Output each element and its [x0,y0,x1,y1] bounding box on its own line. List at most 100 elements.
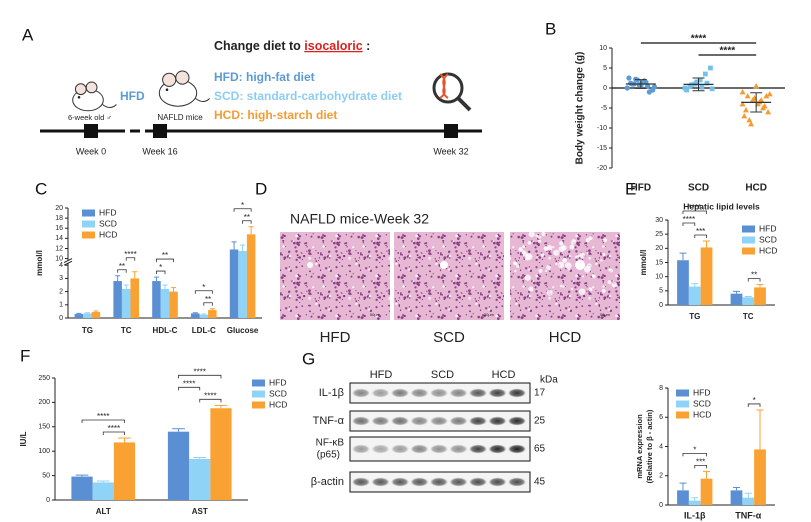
y-tick-label: -20 [597,165,607,172]
data-point [699,84,705,90]
blot-group: HFD [370,369,393,381]
bar [208,310,217,318]
week-label: Week 32 [433,146,468,156]
bar [92,482,114,500]
lipid-droplet [521,250,526,255]
vessel [307,262,313,268]
lipid-droplet [591,274,595,278]
legend-label: HCD [693,409,711,419]
diet-legend: HFD: high-fat diet [214,70,315,84]
lipid-droplet [570,239,577,245]
error-bar [744,296,752,298]
bar [189,459,211,500]
blot-band [488,477,507,487]
legend-swatch [676,389,689,397]
sig-bracket [117,269,127,273]
sig-bracket [233,208,252,212]
sig-label: ** [119,262,125,271]
bar [688,500,701,505]
lipid-droplet [587,263,592,268]
error-bar [214,404,228,409]
week-label: Week 0 [76,146,106,156]
lipid-droplet [525,252,528,255]
y-tick-label: 250 [38,375,50,382]
sig-label: * [241,201,244,210]
y-tick-label: 30 [655,217,663,224]
axis-break [63,258,73,264]
error-bar [115,275,121,282]
y-tick-label: 100 [38,448,50,455]
histology-label: SCD [433,329,465,346]
blot-band [430,388,448,398]
bar [74,314,84,318]
legend-swatch [252,390,265,398]
sig-bracket [199,398,222,403]
x-tick-label: TC [743,312,754,321]
error-bar [240,244,246,252]
error-bar [691,497,699,501]
y-tick-label: 18 [55,215,63,222]
hfd-label: HFD [120,89,145,103]
mouse-ear [162,72,177,87]
lipid-droplet [559,284,563,288]
lipid-droplet [538,268,543,273]
y-tick-label: 16 [55,225,63,232]
data-point [748,121,755,127]
sig-bracket [125,257,136,261]
error-bar [172,428,185,432]
blot-band [469,444,487,454]
legend-swatch [252,401,265,409]
scale-label: 50μm [370,312,381,317]
lipid-droplet [576,254,580,258]
blot-band [508,477,526,487]
heading-prefix: Change diet to [214,39,304,53]
lipid-droplet [524,274,531,281]
y-tick-label: 5 [603,65,607,72]
sig-bracket [178,386,201,391]
blot-band [469,416,487,426]
x-tick-label: TNF-α [735,510,761,520]
error-bar [756,409,764,450]
x-tick-label: HCD [745,183,767,194]
bar [730,490,743,505]
sd-whisker [750,92,763,113]
data-point [697,77,703,83]
y-tick-label: 1 [59,302,63,309]
data-point [744,93,751,99]
data-point [626,75,632,81]
legend-label: SCD [269,388,287,398]
panel-label: G [302,349,315,368]
y-tick-label: 14 [55,235,63,242]
blot-band [371,388,390,398]
legend-swatch [82,209,95,217]
y-tick-label: 4 [659,443,663,450]
data-point [758,97,765,103]
error-bar [76,312,82,315]
lipid-droplet [588,287,593,292]
y-axis-label: mmol/l [35,250,44,276]
x-tick-label: HDL-C [153,326,178,335]
lipid-droplet [608,268,612,272]
error-bar [162,284,168,289]
legend-swatch [742,236,755,244]
blot-band [488,416,507,426]
y-tick-label: 150 [38,424,50,431]
heading-suffix: : [363,39,371,53]
sig-label: * [159,263,162,272]
blot-band [508,388,526,398]
data-point [694,79,700,85]
mouse-eye [77,96,81,99]
blot-band [352,388,370,398]
blot-band [371,444,390,454]
data-point [766,91,773,97]
bar [113,281,122,318]
error-bar [153,276,160,282]
blot-band [449,416,468,426]
data-point [708,65,713,71]
sig-label: **** [183,379,195,388]
bar [121,288,131,318]
diet-legend: HCD: high-starch diet [214,108,337,122]
bar [190,313,200,318]
x-tick-label: AST [192,507,208,516]
